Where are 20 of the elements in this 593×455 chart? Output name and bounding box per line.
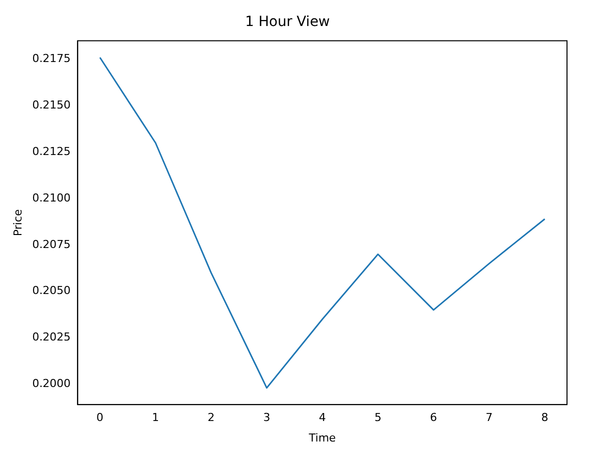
x-tick-label: 2 bbox=[208, 411, 215, 424]
y-tick-label: 0.2125 bbox=[32, 145, 71, 158]
x-axis-title: Time bbox=[308, 431, 336, 444]
chart-title: 1 Hour View bbox=[245, 14, 330, 30]
x-tick-label: 1 bbox=[152, 411, 160, 424]
y-tick-label: 0.2075 bbox=[32, 238, 71, 251]
x-tick-label: 4 bbox=[318, 411, 326, 424]
x-tick-label: 5 bbox=[374, 411, 382, 424]
x-tick-label: 7 bbox=[486, 411, 493, 424]
y-tick-label: 0.2000 bbox=[32, 377, 71, 390]
y-tick-label: 0.2175 bbox=[32, 52, 71, 66]
y-tick-label: 0.2050 bbox=[32, 284, 71, 298]
y-tick-label: 0.2025 bbox=[32, 330, 71, 344]
y-tick-label: 0.2100 bbox=[32, 191, 71, 204]
x-tick-label: 0 bbox=[96, 411, 104, 424]
y-tick-label: 0.2150 bbox=[32, 98, 71, 112]
x-tick-label: 6 bbox=[430, 411, 438, 424]
x-tick-label: 3 bbox=[263, 411, 270, 424]
x-tick-label: 8 bbox=[541, 411, 548, 424]
y-axis-title: Price bbox=[11, 209, 24, 236]
